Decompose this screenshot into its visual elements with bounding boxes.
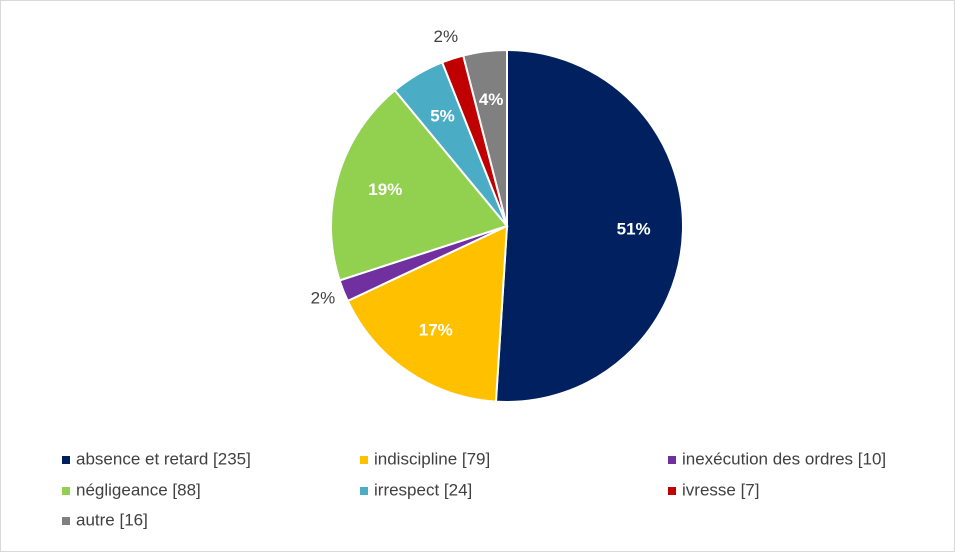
legend-swatch — [668, 487, 676, 495]
legend-label: ivresse [7] — [682, 480, 759, 499]
data-label: 19% — [368, 180, 402, 199]
legend-label: inexécution des ordres [10] — [682, 449, 886, 468]
data-label: 2% — [311, 288, 336, 307]
pie-slice — [330, 88, 509, 282]
legend-label: négligeance [88] — [76, 480, 201, 499]
data-label: 2% — [434, 27, 459, 46]
legend-label: absence et retard [235] — [76, 449, 251, 468]
data-label: 51% — [617, 219, 651, 238]
data-label: 5% — [430, 106, 455, 125]
data-label: 17% — [419, 320, 453, 339]
legend-label: indiscipline [79] — [374, 449, 490, 468]
legend-swatch — [62, 456, 70, 464]
legend-swatch — [62, 517, 70, 525]
legend-label: irrespect [24] — [374, 480, 472, 499]
legend-swatch — [360, 456, 368, 464]
pie-slice — [494, 48, 684, 403]
legend-swatch — [62, 487, 70, 495]
legend-swatch — [360, 487, 368, 495]
legend-swatch — [668, 456, 676, 464]
data-label: 4% — [479, 90, 504, 109]
legend-label: autre [16] — [76, 510, 148, 529]
pie-slice — [462, 48, 508, 227]
pie-slice — [346, 224, 509, 403]
